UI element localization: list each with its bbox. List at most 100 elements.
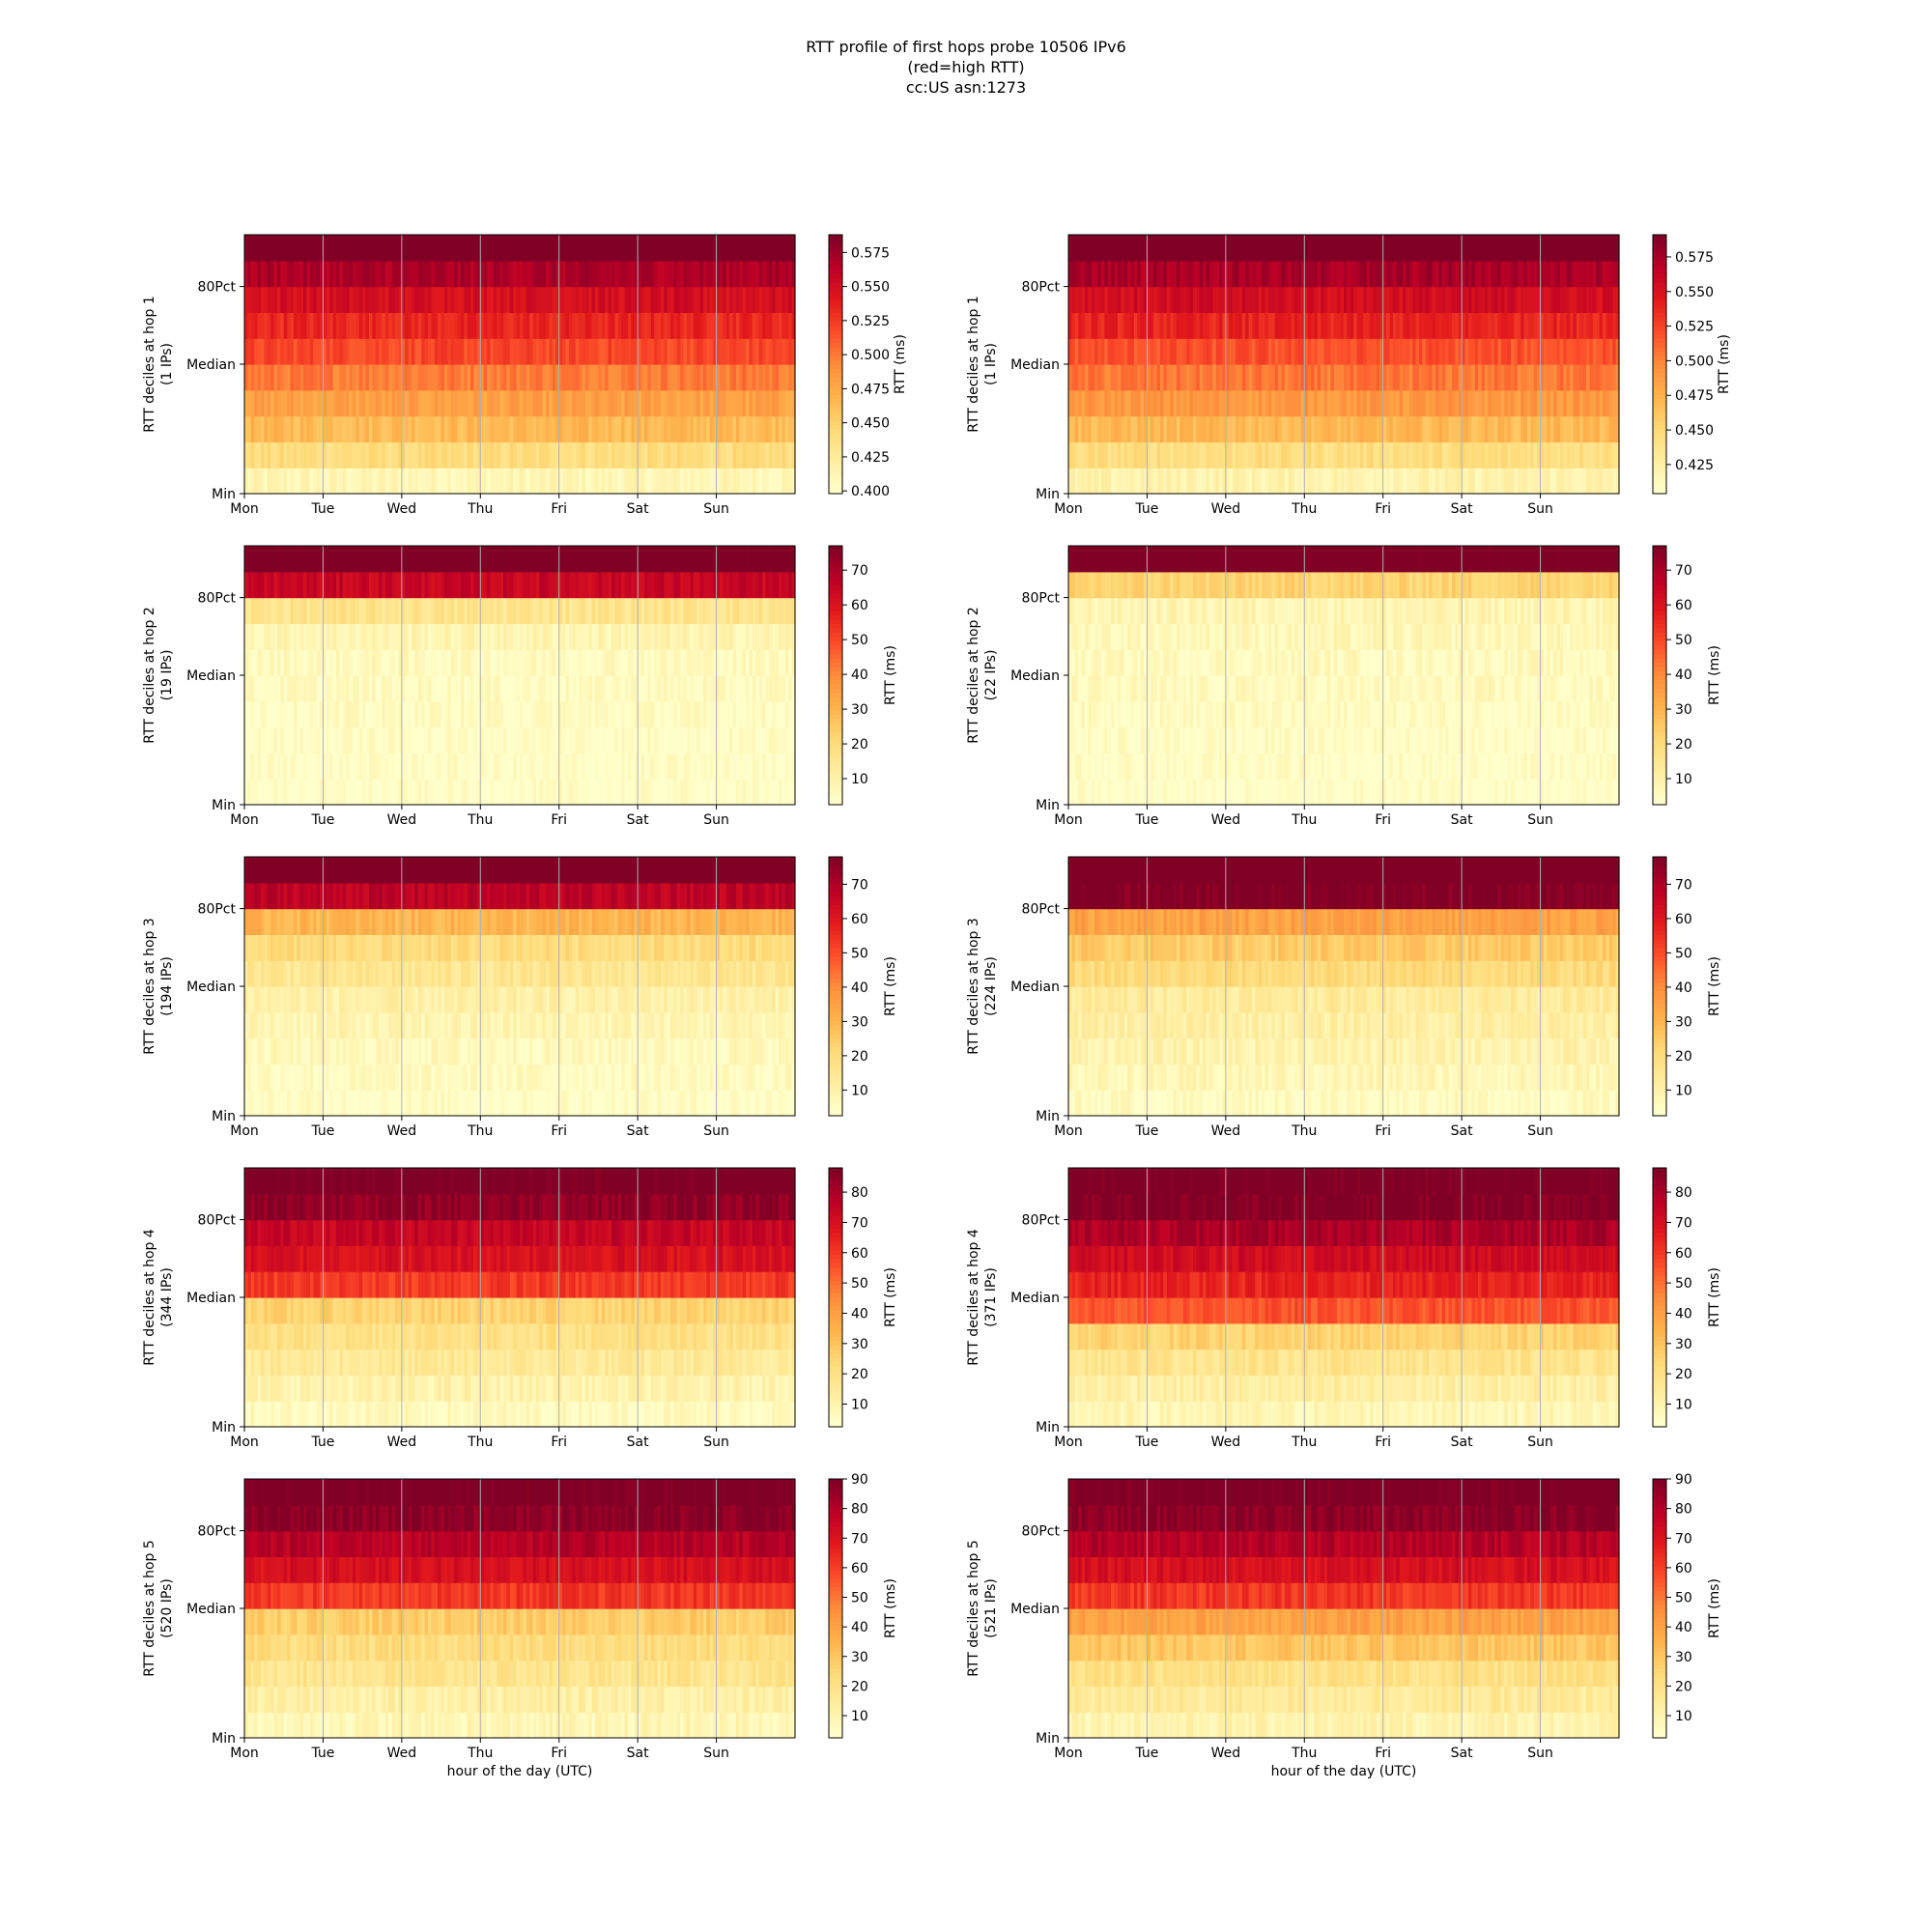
heatmap-cell <box>483 364 488 391</box>
heatmap-cell <box>758 675 763 702</box>
heatmap-cell <box>280 468 285 495</box>
heatmap-cell <box>434 779 439 806</box>
heatmap-cell <box>755 700 760 728</box>
heatmap-cell <box>634 364 639 391</box>
heatmap-cell <box>1507 468 1512 495</box>
heatmap-cell <box>487 286 492 313</box>
heatmap-cell <box>1264 286 1269 313</box>
heatmap-cell <box>742 441 747 469</box>
heatmap-cell <box>336 468 340 495</box>
heatmap-cell <box>762 338 767 365</box>
heatmap-cell <box>1291 286 1295 313</box>
heatmap-cell <box>513 286 518 313</box>
heatmap-cell <box>765 726 770 753</box>
heatmap-cell <box>346 338 351 365</box>
heatmap-cell <box>254 753 259 780</box>
heatmap-cell <box>270 312 275 339</box>
heatmap-cell <box>290 260 295 288</box>
heatmap-cell <box>293 753 298 780</box>
heatmap-cell <box>247 235 252 262</box>
heatmap-cell <box>428 441 432 469</box>
heatmap-cell <box>379 286 384 313</box>
heatmap-cell <box>768 623 773 650</box>
heatmap-cell <box>375 623 380 650</box>
heatmap-cell <box>1117 441 1122 469</box>
heatmap-cell <box>716 623 721 650</box>
colorbar-swatch <box>829 398 842 404</box>
heatmap-cell <box>1274 312 1279 339</box>
heatmap-cell <box>660 726 665 753</box>
heatmap-cell <box>1091 338 1095 365</box>
heatmap-cell <box>572 364 577 391</box>
heatmap-cell <box>1399 441 1404 469</box>
heatmap-cell <box>299 597 304 624</box>
heatmap-cell <box>1366 286 1371 313</box>
heatmap-cell <box>676 753 681 780</box>
heatmap-cell <box>1094 286 1099 313</box>
heatmap-cell <box>1225 338 1230 365</box>
heatmap-cell <box>365 415 370 442</box>
heatmap-cell <box>244 338 248 365</box>
heatmap-cell <box>1543 441 1548 469</box>
heatmap-cell <box>1278 389 1283 417</box>
heatmap-cell <box>1071 468 1076 495</box>
heatmap-cell <box>1386 468 1391 495</box>
heatmap-cell <box>1530 286 1535 313</box>
colorbar-swatch <box>829 277 842 283</box>
heatmap-cell <box>1556 468 1561 495</box>
heatmap-cell <box>1176 235 1180 262</box>
heatmap-cell <box>490 441 495 469</box>
heatmap-cell <box>1323 260 1328 288</box>
heatmap-cell <box>579 623 583 650</box>
heatmap-cell <box>1379 415 1384 442</box>
heatmap-cell <box>670 441 675 469</box>
heatmap-cell <box>523 753 527 780</box>
heatmap-cell <box>1074 235 1079 262</box>
heatmap-cell <box>631 675 636 702</box>
heatmap-cell <box>408 260 412 288</box>
colorbar-swatch <box>1653 355 1666 361</box>
heatmap-cell <box>584 286 589 313</box>
heatmap-cell <box>667 415 671 442</box>
heatmap-cell <box>1517 312 1521 339</box>
heatmap-cell <box>450 468 455 495</box>
y-axis-label: RTT deciles at hop 1 (1 IPs) <box>142 296 175 433</box>
heatmap-cell <box>447 649 452 676</box>
heatmap-cell <box>746 260 751 288</box>
heatmap-cell <box>1150 415 1154 442</box>
heatmap-cell <box>1307 235 1312 262</box>
heatmap-cell <box>395 286 400 313</box>
heatmap-cell <box>440 623 445 650</box>
heatmap-cell <box>699 753 704 780</box>
heatmap-cell <box>723 779 727 806</box>
heatmap-cell <box>329 753 334 780</box>
heatmap-cell <box>690 700 695 728</box>
heatmap-cell <box>267 286 271 313</box>
heatmap-cell <box>303 338 308 365</box>
heatmap-cell <box>627 312 632 339</box>
heatmap-cell <box>1252 286 1256 313</box>
heatmap-cell <box>464 364 469 391</box>
heatmap-cell <box>558 753 563 780</box>
heatmap-cell <box>699 364 704 391</box>
heatmap-cell <box>421 260 426 288</box>
colorbar-swatch <box>829 445 842 451</box>
heatmap-cell <box>709 312 714 339</box>
heatmap-cell <box>454 415 459 442</box>
heatmap-cell <box>729 338 734 365</box>
heatmap-cell <box>1563 338 1568 365</box>
heatmap-cell <box>687 649 692 676</box>
heatmap-cell <box>1166 441 1171 469</box>
heatmap-cell <box>306 441 311 469</box>
heatmap-cell <box>739 726 744 753</box>
heatmap-cell <box>1553 415 1558 442</box>
heatmap-cell <box>391 364 396 391</box>
heatmap-cell <box>1441 286 1446 313</box>
heatmap-cell <box>323 675 327 702</box>
heatmap-cell <box>657 623 662 650</box>
heatmap-cell <box>424 700 429 728</box>
heatmap-cell <box>1425 364 1430 391</box>
heatmap-cell <box>1370 389 1375 417</box>
heatmap-cell <box>1386 338 1391 365</box>
